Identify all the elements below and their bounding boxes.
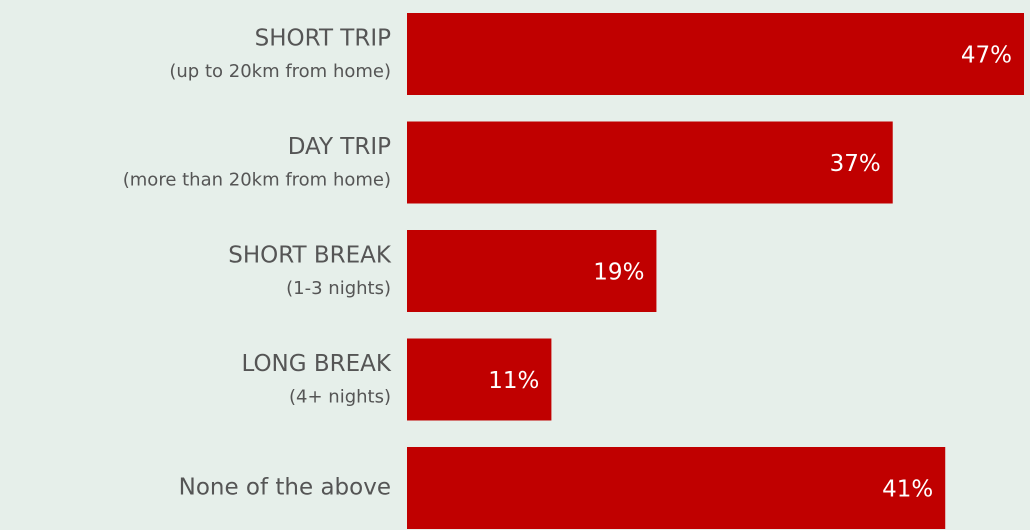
bar xyxy=(407,121,893,204)
category-label: None of the above xyxy=(179,475,391,501)
category-note: (more than 20km from home) xyxy=(123,170,391,191)
bar xyxy=(407,13,1024,95)
category-note: (4+ nights) xyxy=(289,387,391,408)
bar xyxy=(407,230,657,312)
value-label: 11% xyxy=(488,368,539,394)
value-label: 19% xyxy=(593,260,644,286)
value-label: 47% xyxy=(961,43,1012,69)
value-label: 37% xyxy=(830,151,881,177)
category-label: SHORT TRIP xyxy=(255,26,391,52)
category-note: (up to 20km from home) xyxy=(169,61,391,82)
bar xyxy=(407,338,552,421)
category-note: (1-3 nights) xyxy=(286,278,391,299)
bar xyxy=(407,447,946,529)
category-label: LONG BREAK xyxy=(241,351,391,377)
value-label: 41% xyxy=(882,477,933,503)
category-label: SHORT BREAK xyxy=(228,243,392,269)
category-label: DAY TRIP xyxy=(288,134,391,160)
